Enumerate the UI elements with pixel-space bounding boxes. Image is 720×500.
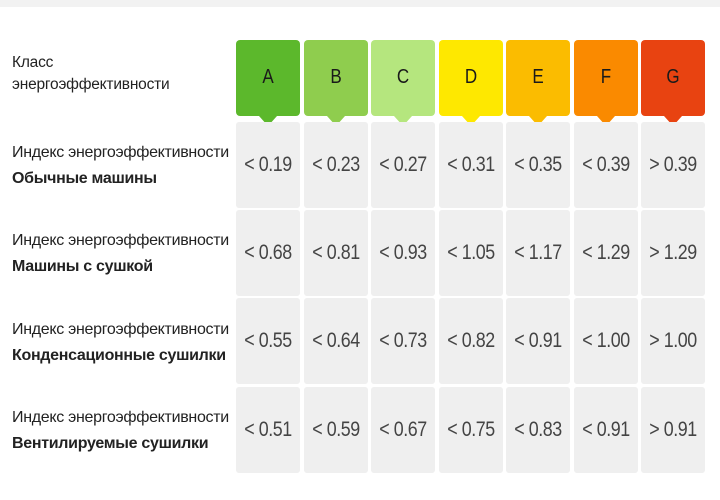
- row-label-washer-dryer: Индекс энергоэффективности Машины с сушк…: [12, 228, 234, 280]
- class-pointer-arrow: [394, 116, 412, 126]
- row-label-line1: Индекс энергоэффективности: [12, 409, 229, 426]
- class-header-line2: энергоэффективности: [12, 76, 170, 93]
- class-tile-g: G: [641, 40, 705, 126]
- row-label-line1: Индекс энергоэффективности: [12, 144, 229, 161]
- value-text: < 0.68: [244, 241, 292, 264]
- row-label-line1: Индекс энергоэффективности: [12, 321, 229, 338]
- class-tile-f: F: [574, 40, 638, 126]
- value-cell: < 0.27: [371, 122, 435, 208]
- value-text: < 0.55: [244, 329, 292, 352]
- value-text: < 1.05: [447, 241, 495, 264]
- class-letter: F: [600, 66, 612, 88]
- class-tile-e: E: [506, 40, 570, 126]
- value-cell: > 0.91: [641, 387, 705, 473]
- value-cell: < 0.91: [574, 387, 638, 473]
- class-tile-a: A: [236, 40, 300, 126]
- class-header-line1: Класс: [12, 54, 54, 71]
- value-cell: < 1.00: [574, 298, 638, 384]
- value-text: > 0.91: [649, 418, 697, 441]
- value-text: < 0.91: [514, 329, 562, 352]
- value-text: < 1.00: [582, 329, 630, 352]
- class-tile-c: C: [371, 40, 435, 126]
- value-text: < 0.19: [244, 153, 292, 176]
- value-cell: < 1.29: [574, 210, 638, 296]
- class-pointer-arrow: [664, 116, 682, 126]
- value-cell: < 0.81: [304, 210, 368, 296]
- value-text: < 0.39: [582, 153, 630, 176]
- value-text: < 0.51: [244, 418, 292, 441]
- value-text: > 1.00: [649, 329, 697, 352]
- value-text: < 0.64: [312, 329, 360, 352]
- class-letter: D: [464, 66, 478, 88]
- value-cell: < 1.05: [439, 210, 503, 296]
- value-cell: < 0.83: [506, 387, 570, 473]
- value-text: > 0.39: [649, 153, 697, 176]
- class-letter: G: [666, 66, 680, 88]
- row-label-regular: Индекс энергоэффективности Обычные машин…: [12, 140, 234, 192]
- row-label-line2: Машины с сушкой: [12, 258, 153, 275]
- row-label-line2: Конденсационные сушилки: [12, 347, 226, 364]
- value-cell: < 0.23: [304, 122, 368, 208]
- value-text: < 0.75: [447, 418, 495, 441]
- value-cell: < 0.93: [371, 210, 435, 296]
- value-cell: > 1.00: [641, 298, 705, 384]
- value-text: < 0.93: [379, 241, 427, 264]
- row-label-line2: Обычные машины: [12, 170, 157, 187]
- value-cell: < 0.31: [439, 122, 503, 208]
- value-cell: < 0.51: [236, 387, 300, 473]
- class-pointer-arrow: [462, 116, 480, 126]
- value-cell: < 0.67: [371, 387, 435, 473]
- class-letter: A: [262, 66, 274, 88]
- class-tile-d: D: [439, 40, 503, 126]
- row-label-line2: Вентилируемые сушилки: [12, 435, 209, 452]
- value-text: < 0.91: [582, 418, 630, 441]
- value-text: < 0.67: [379, 418, 427, 441]
- value-text: < 0.23: [312, 153, 360, 176]
- value-cell: > 0.39: [641, 122, 705, 208]
- class-letter: C: [396, 66, 410, 88]
- class-pointer-arrow: [597, 116, 615, 126]
- row-label-line1: Индекс энергоэффективности: [12, 232, 229, 249]
- class-tile-b: B: [304, 40, 368, 126]
- value-cell: < 0.19: [236, 122, 300, 208]
- class-pointer-arrow: [529, 116, 547, 126]
- value-text: < 0.81: [312, 241, 360, 264]
- value-text: > 1.29: [649, 241, 697, 264]
- value-cell: < 0.64: [304, 298, 368, 384]
- value-cell: < 0.35: [506, 122, 570, 208]
- row-label-vented-dryer: Индекс энергоэффективности Вентилируемые…: [12, 405, 234, 457]
- value-text: < 0.73: [379, 329, 427, 352]
- value-text: < 0.82: [447, 329, 495, 352]
- class-letter: B: [330, 66, 342, 88]
- value-cell: > 1.29: [641, 210, 705, 296]
- value-text: < 0.83: [514, 418, 562, 441]
- value-cell: < 0.55: [236, 298, 300, 384]
- value-cell: < 0.68: [236, 210, 300, 296]
- class-letter: E: [532, 66, 544, 88]
- top-strip: [0, 0, 720, 7]
- value-text: < 1.17: [514, 241, 562, 264]
- value-cell: < 0.91: [506, 298, 570, 384]
- value-cell: < 0.75: [439, 387, 503, 473]
- value-cell: < 0.39: [574, 122, 638, 208]
- value-text: < 0.59: [312, 418, 360, 441]
- class-header-label: Класс энергоэффективности: [12, 52, 170, 96]
- value-cell: < 0.82: [439, 298, 503, 384]
- value-text: < 0.31: [447, 153, 495, 176]
- class-pointer-arrow: [259, 116, 277, 126]
- value-text: < 0.35: [514, 153, 562, 176]
- row-label-condenser-dryer: Индекс энергоэффективности Конденсационн…: [12, 317, 234, 369]
- value-cell: < 0.73: [371, 298, 435, 384]
- value-text: < 0.27: [379, 153, 427, 176]
- value-text: < 1.29: [582, 241, 630, 264]
- value-cell: < 0.59: [304, 387, 368, 473]
- class-pointer-arrow: [327, 116, 345, 126]
- value-cell: < 1.17: [506, 210, 570, 296]
